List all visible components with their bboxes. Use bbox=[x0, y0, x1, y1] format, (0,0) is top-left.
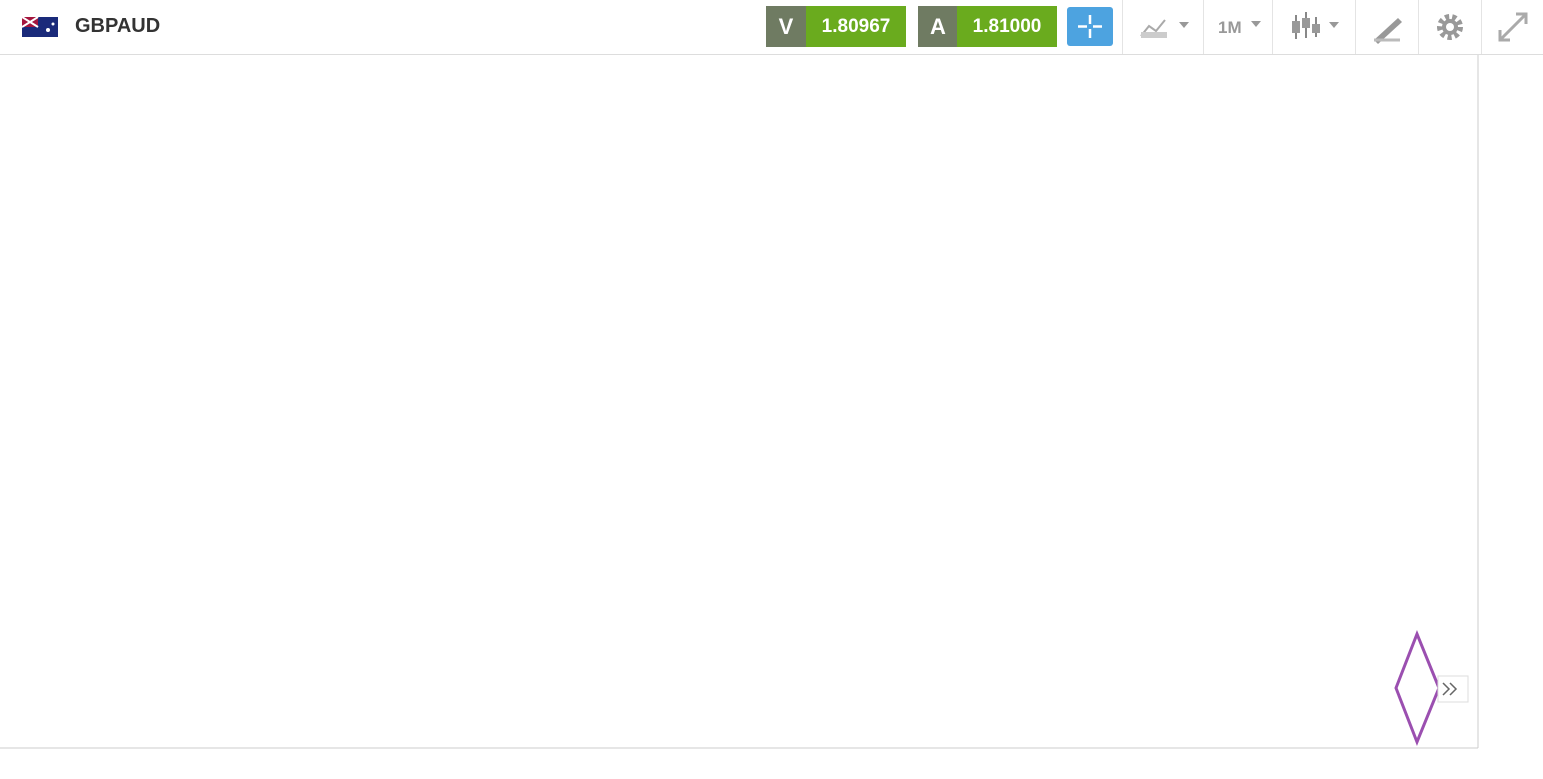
flag bbox=[22, 17, 58, 37]
chart bbox=[0, 55, 1479, 749]
draw-button[interactable] bbox=[1355, 0, 1418, 54]
icon bbox=[1437, 14, 1463, 40]
annotation-diamond bbox=[1394, 629, 1441, 747]
scroll-button[interactable] bbox=[1437, 675, 1469, 703]
sell-label[interactable]: V bbox=[766, 6, 806, 47]
chart-type-button[interactable] bbox=[1122, 0, 1203, 54]
icon bbox=[1140, 19, 1189, 38]
icon bbox=[1292, 12, 1339, 39]
settings-button[interactable] bbox=[1418, 0, 1481, 54]
symbol: GBPAUD bbox=[75, 15, 161, 37]
timeframe: 1M bbox=[1218, 18, 1242, 37]
sell-price[interactable]: 1.80967 bbox=[806, 6, 906, 47]
fullscreen-button[interactable] bbox=[1481, 0, 1543, 54]
icon bbox=[1374, 18, 1402, 44]
candle-button[interactable] bbox=[1272, 0, 1355, 54]
toolbar: GBPAUD V 1.80967 A 1.81000 1M bbox=[0, 0, 1543, 55]
icon bbox=[1442, 682, 1458, 696]
crosshair-button[interactable] bbox=[1067, 7, 1113, 46]
timeframe-button[interactable]: 1M bbox=[1203, 0, 1272, 54]
buy-label[interactable]: A bbox=[918, 6, 958, 47]
buy-price[interactable]: 1.81000 bbox=[957, 6, 1057, 47]
icon bbox=[1251, 21, 1261, 27]
icon bbox=[1498, 12, 1528, 42]
